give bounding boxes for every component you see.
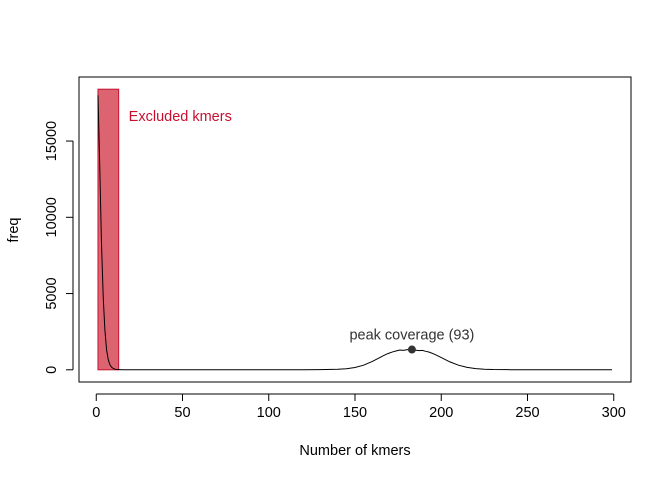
peak-label: peak coverage (93) bbox=[349, 328, 474, 344]
x-tick-label: 200 bbox=[429, 405, 453, 421]
series-line-0 bbox=[97, 95, 612, 371]
y-tick-label: 10000 bbox=[44, 197, 60, 237]
x-tick-label: 300 bbox=[602, 405, 626, 421]
peak-point bbox=[407, 345, 416, 354]
y-axis-title: freq bbox=[6, 218, 22, 243]
x-tick-label: 0 bbox=[92, 405, 100, 421]
plot-frame bbox=[78, 76, 632, 383]
x-axis-title: Number of kmers bbox=[299, 443, 410, 459]
y-tick-label: 0 bbox=[44, 366, 60, 374]
y-tick-label: 5000 bbox=[44, 277, 60, 309]
y-tick-label: 15000 bbox=[44, 121, 60, 161]
x-tick-label: 150 bbox=[343, 405, 367, 421]
x-tick-label: 250 bbox=[515, 405, 539, 421]
x-tick-label: 50 bbox=[174, 405, 190, 421]
excluded-region-label: Excluded kmers bbox=[129, 109, 232, 125]
x-tick-label: 100 bbox=[257, 405, 281, 421]
